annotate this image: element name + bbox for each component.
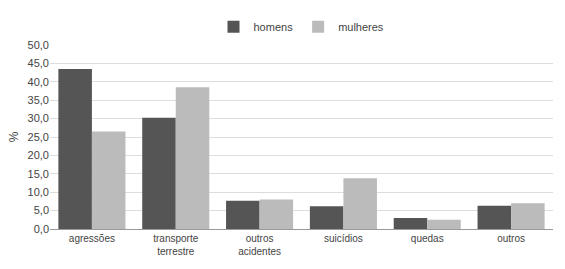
svg-text:15,0: 15,0 — [28, 168, 49, 180]
svg-text:25,0: 25,0 — [28, 131, 49, 143]
svg-text:outrosacidentes: outrosacidentes — [238, 233, 281, 257]
svg-text:quedas: quedas — [411, 233, 444, 244]
svg-text:suicídios: suicídios — [324, 233, 363, 244]
svg-text:homens: homens — [254, 21, 294, 33]
svg-text:20,0: 20,0 — [28, 149, 49, 161]
svg-text:30,0: 30,0 — [28, 112, 49, 124]
svg-text:transporteterrestre: transporteterrestre — [153, 233, 198, 257]
svg-text:40,0: 40,0 — [28, 76, 49, 88]
svg-text:50,0: 50,0 — [28, 39, 49, 51]
svg-text:mulheres: mulheres — [338, 21, 384, 33]
svg-text:outros: outros — [497, 233, 525, 244]
svg-text:5,0: 5,0 — [34, 204, 49, 216]
svg-text:%: % — [7, 131, 21, 142]
svg-text:0,0: 0,0 — [34, 223, 49, 235]
svg-text:45,0: 45,0 — [28, 57, 49, 69]
svg-text:agressões: agressões — [69, 233, 115, 244]
svg-text:35,0: 35,0 — [28, 94, 49, 106]
svg-text:10,0: 10,0 — [28, 186, 49, 198]
